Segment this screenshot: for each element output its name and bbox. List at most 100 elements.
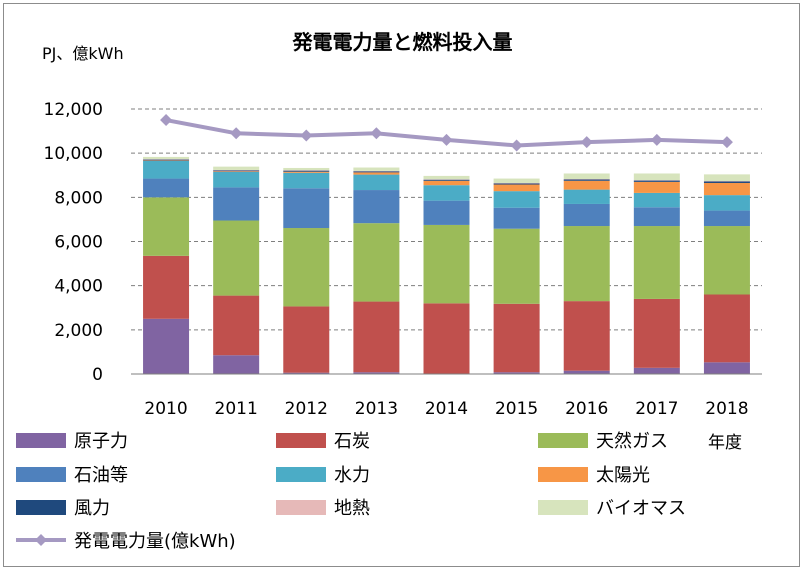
bar-segment [703,181,750,183]
bar-segment [353,174,400,191]
x-tick-label: 2013 [355,399,398,419]
bar-segment [143,160,190,179]
bar-segment [213,171,260,172]
bar-segment [703,362,750,374]
chart-frame [3,3,800,567]
legend-line-marker [16,534,66,546]
legend-label: 原子力 [74,431,128,452]
bar-segment [633,298,680,368]
bar-segment [493,372,540,374]
bar-segment [563,203,610,227]
bar-segment [563,179,610,181]
bar-segment [353,372,400,374]
legend-label: 地熱 [334,498,370,519]
bar-segment [423,224,470,304]
bar-segment [213,220,260,296]
bar-segment [493,207,540,229]
legend-swatch [16,432,66,448]
generation-point [300,129,313,142]
y-tick-label: 2,000 [54,321,103,341]
generation-point [720,136,733,149]
legend-swatch [538,499,588,515]
bar-segment [143,159,190,161]
bar-segment [493,303,540,373]
bar-segment [423,303,470,374]
bar-segment [493,191,540,208]
bar-segment [633,367,680,374]
legend-swatch [276,499,326,515]
legend-swatch [538,466,588,482]
bar-segment [283,167,330,171]
generation-point [510,139,523,152]
y-tick-label: 8,000 [54,188,103,208]
x-tick-label: 2015 [495,399,538,419]
bar-segment [283,188,330,229]
y-tick-label: 6,000 [54,233,103,253]
bar-segment [423,200,470,225]
y-tick-label: 10,000 [44,144,103,164]
y-tick-label: 4,000 [54,277,103,297]
bar-segment [213,295,260,356]
bar-segment [213,171,260,188]
legend-label: 太陽光 [596,465,650,486]
legend-swatch [276,432,326,448]
bar-segment [633,180,680,182]
bar-segment [493,178,540,183]
legend-swatch [16,499,66,515]
x-tick-label: 2011 [215,399,258,419]
bar-segment [213,355,260,374]
bar-segment [563,301,610,371]
bar-segment [423,180,470,186]
legend-item-coal: 石炭 [276,428,370,452]
bar-segment [493,184,540,192]
legend-item-oil: 石油等 [16,462,128,486]
bar-segment [283,171,330,173]
bar-segment [283,170,330,172]
bar-segment [213,187,260,221]
bar-segment [563,226,610,302]
bar-segment [703,294,750,363]
bar-segment [283,228,330,307]
bar-segment [353,167,400,171]
bar-segment [283,306,330,373]
legend-swatch [16,466,66,482]
bar-segment [703,174,750,181]
bar-segment [213,166,260,170]
bar-segment [703,195,750,211]
x-tick-label: 2018 [705,399,748,419]
bar-segment [283,172,330,189]
x-tick-label: 2014 [425,399,468,419]
legend-label: 風力 [74,498,110,519]
bar-segment [563,180,610,190]
chart-title: 発電電力量と燃料投入量 [292,30,513,54]
generation-point [440,133,453,146]
bar-segment [703,182,750,196]
bar-segment [493,228,540,304]
x-tick-label: 2012 [285,399,328,419]
bar-segment [633,226,680,299]
bar-segment [563,189,610,204]
bar-segment [213,170,260,172]
x-tick-label: 2016 [565,399,608,419]
bar-segment [283,372,330,374]
bar-segment [143,318,190,374]
bar-segment [423,179,470,181]
bar-segment [143,255,190,319]
legend-label: 石炭 [334,431,370,452]
y-axis-label: PJ、億kWh [42,44,124,63]
y-tick-label: 0 [92,365,103,385]
bar-segment [353,172,400,175]
bar-segment [143,156,190,160]
legend-label: 水力 [334,465,370,486]
generation-point [160,114,173,127]
bar-segment [143,178,190,198]
generation-point [370,127,383,140]
legend-item-wind: 風力 [16,495,110,519]
bar-segment [633,192,680,208]
bar-segment [703,226,750,295]
legend-item-nuclear: 原子力 [16,428,128,452]
bar-segment [633,173,680,181]
y-tick-label: 12,000 [44,100,103,120]
legend-item-generation: 発電電力量(億kWh) [16,528,236,552]
legend-item-solar: 太陽光 [538,462,650,486]
